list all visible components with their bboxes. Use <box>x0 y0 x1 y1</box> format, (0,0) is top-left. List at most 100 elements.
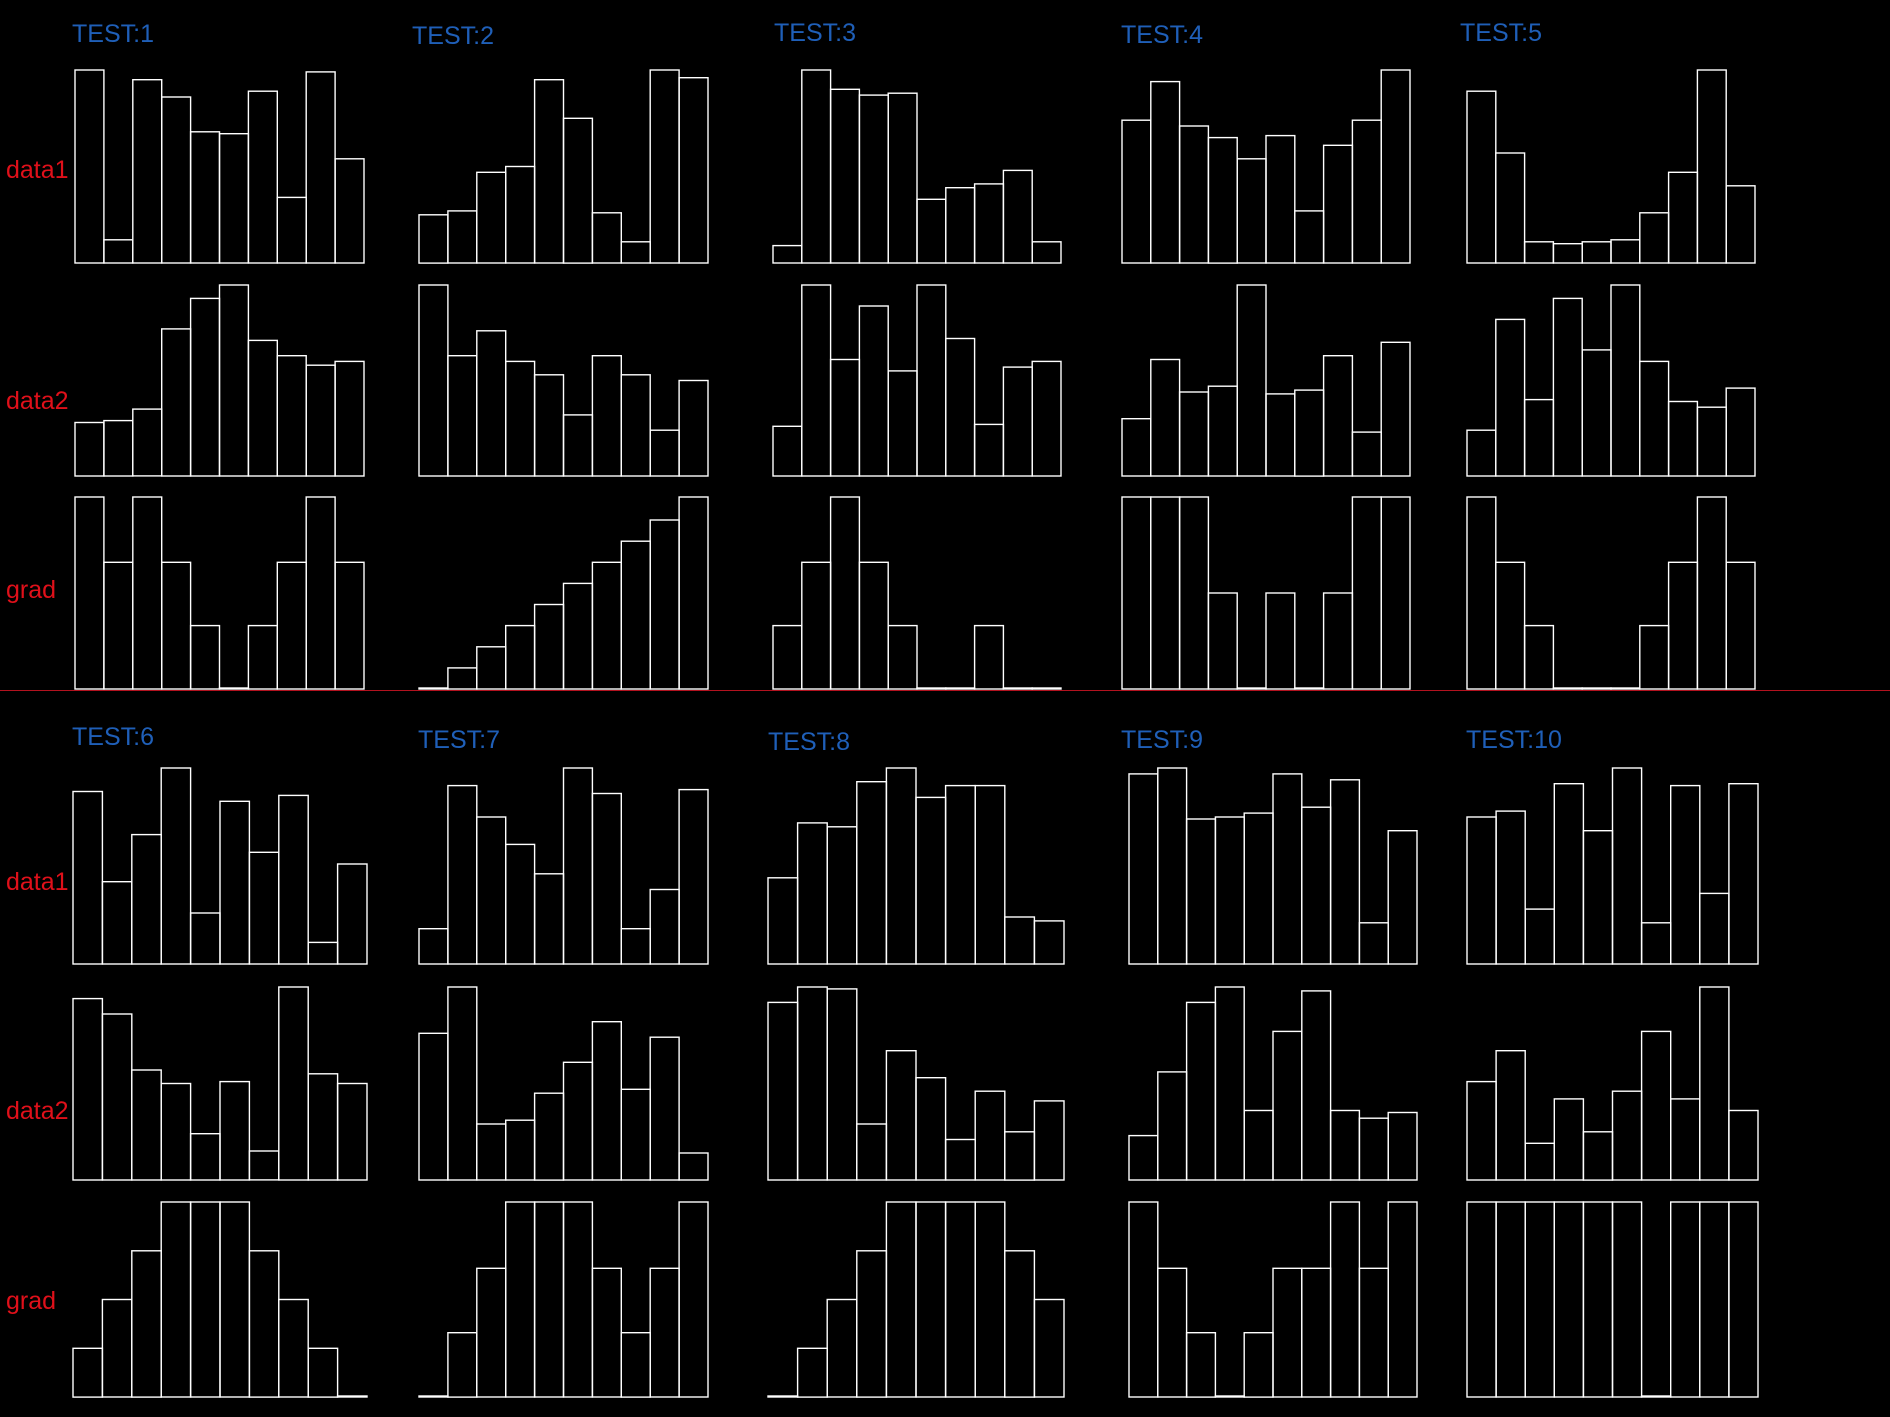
test-6-data2-bar-10 <box>336 1082 368 1181</box>
test-2-grad-bar-10 <box>678 496 709 690</box>
test-3-grad-bar-9 <box>1002 687 1033 690</box>
test-9-data1-bar-1 <box>1128 773 1159 965</box>
test-6-data2-bar-3 <box>131 1069 162 1181</box>
test-2-data2-bar-7 <box>591 355 623 477</box>
row-label-data1: data1 <box>6 156 69 184</box>
test-2-data2-bar-10 <box>678 379 709 477</box>
test-6-grad-bar-8 <box>278 1298 309 1398</box>
test-8-data2-bar-9 <box>1004 1131 1036 1181</box>
test-2-data1-bar-6 <box>562 117 594 264</box>
test-1-data1-bar-4 <box>160 96 192 264</box>
test-4-grad-bar-8 <box>1322 592 1354 690</box>
test-1-grad-bar-9 <box>305 496 336 690</box>
test-7-data1-bar-2 <box>447 784 478 965</box>
test-3-grad-bar-5 <box>887 624 918 690</box>
test-2-data1-bar-7 <box>591 212 623 264</box>
test-2-grad-bar-8 <box>620 540 651 690</box>
test-9-data2-bar-2 <box>1157 1071 1188 1181</box>
test-6-data1-bar-2 <box>101 881 133 965</box>
test-7-data2-bar-9 <box>649 1036 680 1181</box>
test-10-data1-bar-4 <box>1553 783 1585 965</box>
test-8-grad-bar-2 <box>796 1347 828 1398</box>
test-4-title: TEST:4 <box>1121 21 1203 49</box>
test-2-data1-bar-4 <box>505 165 536 264</box>
test-2-grad-bar-3 <box>476 646 507 690</box>
test-4-data1-bar-3 <box>1178 125 1210 264</box>
test-10-grad-bar-6 <box>1611 1201 1643 1398</box>
test-10-data2-bar-8 <box>1669 1098 1701 1181</box>
test-9-data2-bar-1 <box>1128 1134 1159 1181</box>
row-label-data2: data2 <box>6 387 69 415</box>
test-1-data2-bar-8 <box>276 355 307 477</box>
test-3-data2-bar-10 <box>1031 360 1062 477</box>
test-3-data2-bar-5 <box>887 370 918 477</box>
test-2-data2-bar-3 <box>476 330 507 477</box>
test-7-data2-bar-7 <box>591 1021 623 1181</box>
row-label-grad: grad <box>6 1287 57 1315</box>
test-8-data1-bar-5 <box>885 767 917 965</box>
test-2-data1-bar-10 <box>678 76 709 264</box>
test-10-data2-bar-2 <box>1495 1049 1526 1181</box>
test-7-data1-bar-4 <box>505 843 536 965</box>
test-9-data2-bar-7 <box>1301 990 1332 1181</box>
row-label-grad: grad <box>6 576 57 604</box>
test-3-grad-bar-7 <box>945 687 976 690</box>
test-4-grad-bar-6 <box>1265 592 1296 690</box>
test-7-data1-bar-9 <box>649 888 680 965</box>
test-3-data1-bar-9 <box>1002 169 1033 264</box>
test-10-data1-bar-7 <box>1640 922 1672 965</box>
test-5-data2-bar-5 <box>1581 349 1612 477</box>
test-9-data2-bar-4 <box>1214 986 1245 1181</box>
test-9-data1-bar-8 <box>1329 779 1361 965</box>
test-3-data1-bar-1 <box>772 244 803 264</box>
test-3-grad-bar-8 <box>973 624 1005 690</box>
test-7-grad-bar-10 <box>678 1201 709 1398</box>
test-5-grad-bar-3 <box>1523 624 1555 690</box>
test-3-data1-bar-4 <box>858 94 889 264</box>
test-8-grad-bar-6 <box>915 1201 947 1398</box>
test-3-data2-bar-3 <box>829 358 861 477</box>
test-4-data2-bar-7 <box>1294 389 1325 477</box>
test-1-data1-bar-8 <box>276 196 307 264</box>
test-2-grad-bar-7 <box>591 561 623 690</box>
test-8-title: TEST:8 <box>768 728 850 756</box>
test-8-data1-bar-6 <box>915 796 947 965</box>
test-1-data1-bar-7 <box>247 90 278 264</box>
test-6-data2-bar-1 <box>72 997 104 1181</box>
test-1-data1-bar-6 <box>218 132 250 264</box>
test-10-grad-bar-7 <box>1640 1395 1672 1398</box>
test-3-data2-bar-1 <box>772 425 803 477</box>
test-2-title: TEST:2 <box>412 22 494 50</box>
test-3-grad-bar-2 <box>801 561 832 690</box>
test-7-data1-bar-10 <box>678 788 709 965</box>
test-2-data2-bar-2 <box>447 355 478 477</box>
test-6-grad-bar-6 <box>219 1201 251 1398</box>
test-4-data1-bar-1 <box>1121 119 1152 264</box>
test-9-data1-bar-5 <box>1243 812 1274 965</box>
test-5-data2-bar-6 <box>1610 284 1641 477</box>
test-7-data1-bar-3 <box>476 816 507 965</box>
test-7-data1-bar-5 <box>533 873 565 965</box>
test-3-data1-bar-3 <box>829 88 861 264</box>
test-8-data2-bar-8 <box>974 1090 1006 1181</box>
test-5-data2-bar-4 <box>1552 297 1583 477</box>
test-5-data1-bar-4 <box>1552 242 1583 264</box>
test-2-data1-bar-1 <box>418 214 449 264</box>
test-4-grad-bar-10 <box>1380 496 1411 690</box>
test-8-data1-bar-2 <box>796 822 828 965</box>
test-7-grad-bar-4 <box>505 1201 536 1398</box>
test-1-data2-bar-5 <box>189 297 221 477</box>
test-3-data1-bar-5 <box>887 92 918 264</box>
test-2-data2-bar-6 <box>562 414 594 477</box>
test-9-data1-bar-7 <box>1301 806 1332 965</box>
test-10-data2-bar-7 <box>1640 1030 1672 1181</box>
test-3-grad-bar-6 <box>916 687 947 690</box>
test-7-grad-bar-3 <box>476 1267 507 1398</box>
section-divider <box>0 690 1890 691</box>
test-5-data2-bar-1 <box>1466 429 1497 477</box>
test-4-grad-bar-2 <box>1150 496 1181 690</box>
test-10-grad-bar-10 <box>1728 1201 1759 1398</box>
test-5-grad-bar-2 <box>1495 561 1526 690</box>
test-9-data2-bar-3 <box>1185 1001 1217 1181</box>
